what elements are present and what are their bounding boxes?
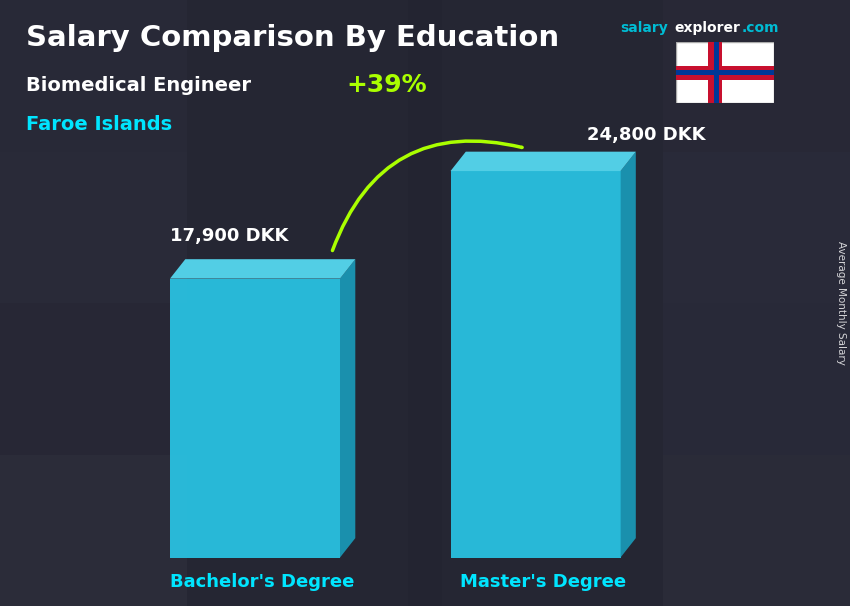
Text: 24,800 DKK: 24,800 DKK [586, 126, 706, 144]
Text: Biomedical Engineer: Biomedical Engineer [26, 76, 251, 95]
Text: .com: .com [741, 21, 779, 35]
Polygon shape [170, 279, 340, 558]
Text: Bachelor's Degree: Bachelor's Degree [171, 573, 354, 591]
Text: Faroe Islands: Faroe Islands [26, 115, 172, 134]
Polygon shape [450, 171, 620, 558]
Polygon shape [170, 259, 355, 279]
Bar [0, 152, 187, 303]
Bar [663, 454, 850, 606]
Text: Average Monthly Salary: Average Monthly Salary [836, 241, 846, 365]
Bar [714, 42, 718, 103]
Bar [663, 303, 850, 454]
Text: Salary Comparison By Education: Salary Comparison By Education [26, 24, 558, 52]
Polygon shape [620, 152, 636, 558]
Bar [663, 0, 850, 152]
Bar [663, 152, 850, 303]
Bar [676, 70, 774, 75]
Bar [0, 303, 187, 454]
FancyArrowPatch shape [332, 141, 522, 250]
Bar [676, 65, 774, 80]
Bar [408, 0, 442, 606]
Text: +39%: +39% [347, 73, 427, 97]
Bar [0, 454, 187, 606]
Bar [0, 0, 187, 152]
Text: salary: salary [620, 21, 668, 35]
Text: explorer: explorer [674, 21, 740, 35]
Bar [708, 42, 722, 103]
Text: Master's Degree: Master's Degree [460, 573, 626, 591]
Polygon shape [340, 259, 355, 558]
Text: 17,900 DKK: 17,900 DKK [170, 227, 289, 245]
Polygon shape [450, 152, 636, 171]
